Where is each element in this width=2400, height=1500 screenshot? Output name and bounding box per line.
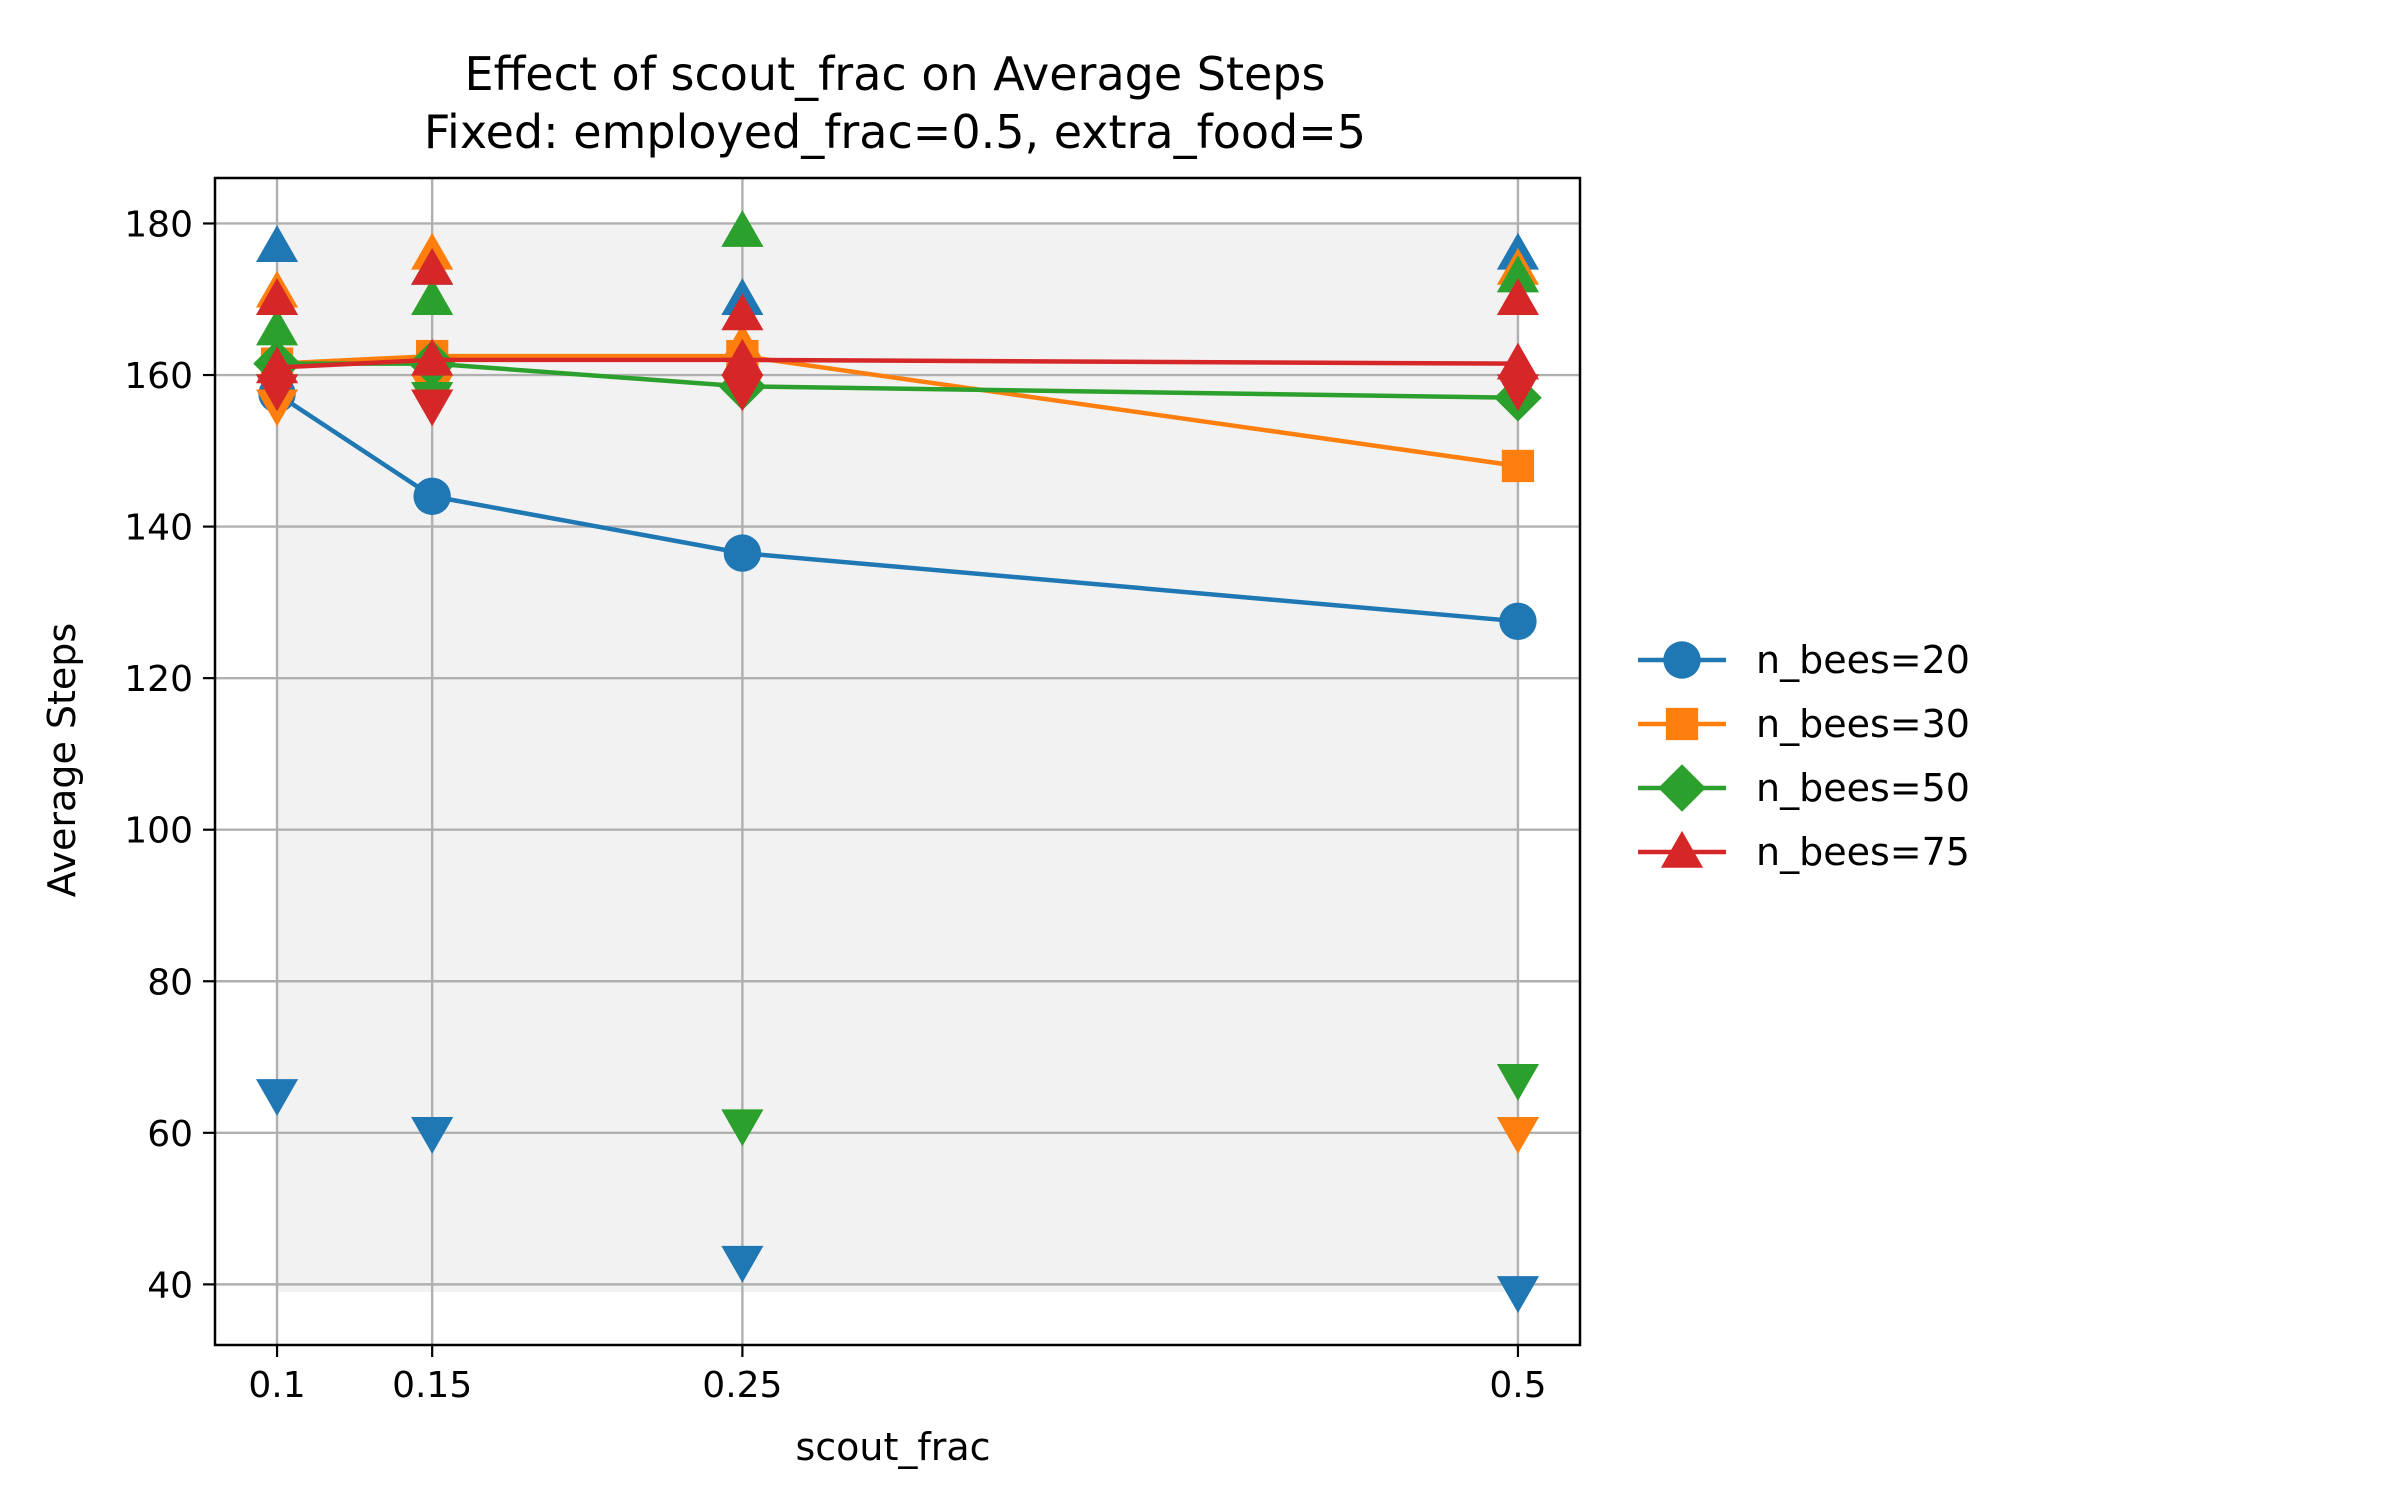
- chart-title: Effect of scout_frac on Average Steps: [465, 47, 1326, 101]
- y-tick-label: 120: [124, 659, 193, 700]
- legend: n_bees=20 n_bees=30 n_bees=50 n_bees=75: [1638, 638, 1970, 874]
- legend-label: n_bees=50: [1756, 766, 1970, 810]
- min-marker: [1496, 1063, 1540, 1101]
- max-marker: [255, 225, 299, 263]
- shaded-range-band: [277, 223, 1518, 1292]
- legend-marker: [1665, 707, 1699, 741]
- y-tick-label: 160: [124, 356, 193, 397]
- legend-label: n_bees=20: [1756, 638, 1970, 682]
- x-tick-label: 0.15: [392, 1365, 472, 1406]
- data-point: [1496, 342, 1540, 380]
- y-tick-label: 140: [124, 508, 193, 549]
- x-tick-label: 0.1: [248, 1365, 305, 1406]
- legend-label: n_bees=30: [1756, 702, 1970, 746]
- plot-area: 40 60 80 100 120 140 160 180 0.1 0.15 0.25 0.5: [124, 176, 1582, 1406]
- y-tick-label: 40: [147, 1265, 193, 1306]
- data-point: [413, 477, 451, 515]
- legend-label: n_bees=75: [1756, 830, 1970, 874]
- data-point: [723, 534, 762, 572]
- min-marker: [1496, 374, 1540, 412]
- y-tick-label: 60: [147, 1114, 193, 1155]
- min-marker: [411, 1117, 454, 1154]
- y-axis-label: Average Steps: [40, 623, 84, 897]
- max-marker: [721, 209, 764, 247]
- min-marker: [721, 374, 764, 412]
- legend-entry: n_bees=30: [1638, 702, 1970, 746]
- data-point: [1499, 602, 1537, 641]
- data-point: [1501, 449, 1535, 483]
- series-line: [276, 357, 1518, 370]
- x-tick-label: 0.25: [702, 1365, 782, 1406]
- chart-subtitle: Fixed: employed_frac=0.5, extra_food=5: [424, 105, 1366, 159]
- legend-entry: n_bees=50: [1638, 764, 1970, 812]
- min-marker: [411, 389, 454, 427]
- legend-marker: [1663, 641, 1701, 679]
- min-marker: [1496, 1276, 1540, 1314]
- legend-entry: n_bees=75: [1638, 830, 1970, 874]
- series-line: [276, 353, 1519, 469]
- max-marker: [411, 278, 454, 316]
- min-marker: [1496, 1117, 1540, 1154]
- min-marker: [721, 1109, 764, 1147]
- legend-entry: n_bees=20: [1638, 638, 1970, 682]
- y-tick-label: 100: [124, 811, 193, 852]
- x-axis-label: scout_frac: [795, 1425, 990, 1469]
- max-marker: [1496, 255, 1540, 293]
- min-marker: [721, 1245, 764, 1283]
- x-tick-label: 0.5: [1489, 1365, 1546, 1406]
- series-line: [275, 392, 1519, 624]
- legend-marker: [1660, 830, 1704, 868]
- y-tick-label: 180: [124, 204, 193, 245]
- max-marker: [255, 278, 299, 316]
- max-marker: [721, 293, 764, 331]
- max-marker: [255, 308, 299, 346]
- max-marker: [411, 247, 454, 285]
- data-point: [255, 346, 299, 384]
- y-tick-label: 80: [147, 962, 193, 1003]
- min-marker: [255, 1079, 299, 1117]
- data-point: [721, 338, 764, 376]
- legend-marker: [1658, 764, 1706, 812]
- series-n_bees=75: [255, 247, 1540, 427]
- max-marker: [1496, 278, 1540, 316]
- min-marker: [255, 374, 299, 412]
- data-point: [411, 338, 454, 376]
- axes-frame: [213, 176, 1582, 1347]
